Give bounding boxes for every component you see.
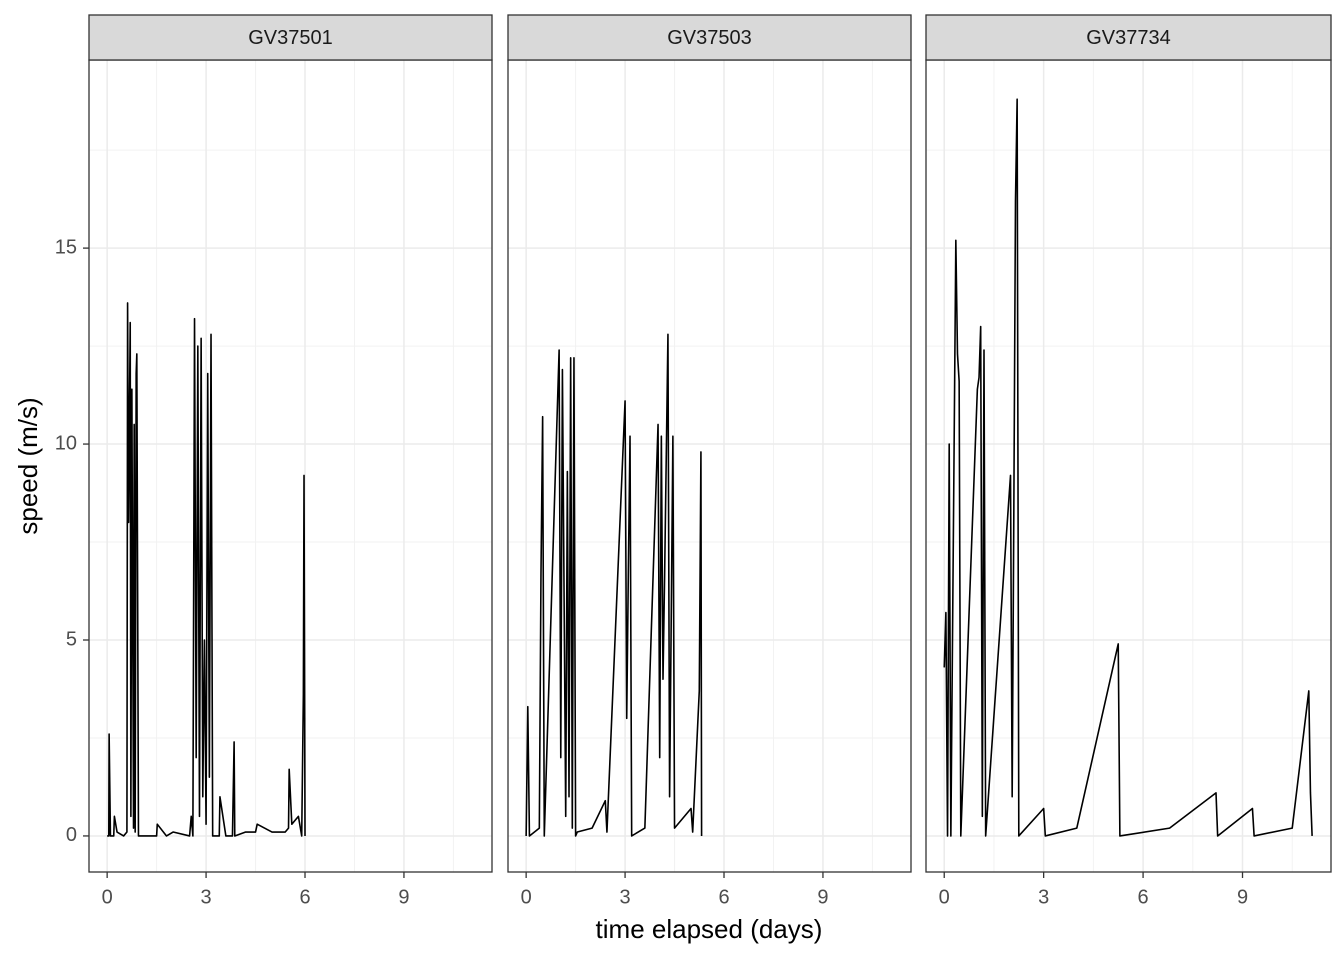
y-axis-title: speed (m/s): [13, 397, 43, 534]
strip: [925, 14, 1332, 61]
x-tick-label: 9: [817, 886, 828, 908]
strip-label: GV37501: [248, 27, 333, 49]
speed-line: [943, 98, 1313, 837]
speed-line: [525, 333, 703, 837]
speed-line: [107, 302, 306, 837]
x-tick-label: 9: [398, 886, 409, 908]
strip: [507, 14, 912, 61]
x-tick-label: 9: [1237, 886, 1248, 908]
x-axis-title: time elapsed (days): [596, 914, 823, 944]
x-tick-label: 0: [939, 886, 950, 908]
strip-label: GV37503: [667, 27, 752, 49]
y-tick-label: 10: [55, 432, 77, 454]
x-tick-label: 6: [1138, 886, 1149, 908]
y-tick-label: 15: [55, 236, 77, 258]
x-tick-label: 3: [201, 886, 212, 908]
x-tick-label: 3: [620, 886, 631, 908]
strip: [88, 14, 493, 61]
x-tick-label: 3: [1038, 886, 1049, 908]
y-tick-label: 0: [66, 824, 77, 846]
panel-background: [926, 60, 1331, 872]
x-tick-label: 0: [102, 886, 113, 908]
strip-label: GV37734: [1086, 27, 1171, 49]
panel-background: [89, 60, 492, 872]
x-tick-label: 0: [521, 886, 532, 908]
x-tick-label: 6: [718, 886, 729, 908]
x-tick-label: 6: [299, 886, 310, 908]
y-tick-label: 5: [66, 628, 77, 650]
